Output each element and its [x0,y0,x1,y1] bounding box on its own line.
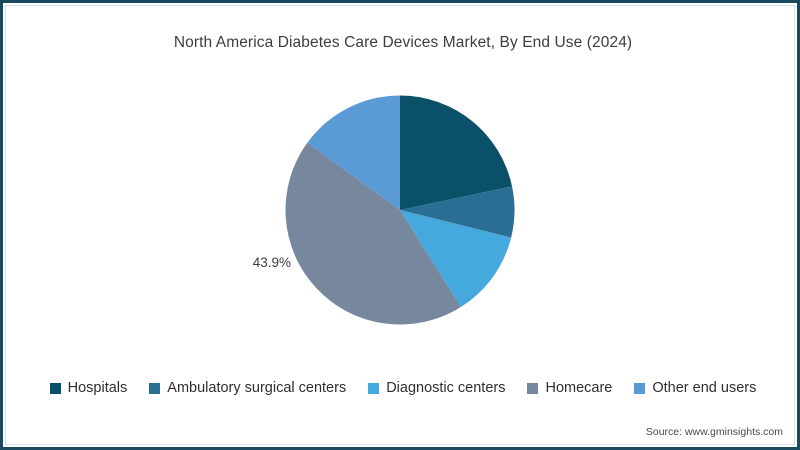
pie-chart [285,95,515,325]
pie-slice [285,142,461,325]
legend-item-label: Ambulatory surgical centers [167,380,347,396]
pie-slice [400,186,515,238]
legend-item-label: Other end users [652,380,757,396]
legend-item[interactable]: Diagnostic centers [368,381,505,396]
legend-item[interactable]: Homecare [527,381,612,396]
pie-slice [307,95,400,210]
chart-title: North America Diabetes Care Devices Mark… [173,34,633,51]
pie-slice-group [285,95,515,325]
legend-swatch-icon [149,382,161,394]
legend-swatch-icon [527,382,539,394]
pie-slice [400,95,513,210]
legend-item-label: Homecare [545,380,613,396]
legend-item[interactable]: Other end users [634,381,756,396]
homecare-percent-label: 43.9% [252,255,291,270]
pie-slice [400,210,512,307]
legend-item-label: Hospitals [67,380,128,396]
legend-swatch-icon [634,382,646,394]
legend-item[interactable]: Hospitals [49,380,128,396]
legend-swatch-icon [368,382,380,394]
legend-item-label: Diagnostic centers [386,380,506,396]
source-note: Source: www.gminsights.com [645,426,783,438]
pie-plot-area: 43.9% [3,3,797,363]
legend-swatch-icon [49,382,61,394]
chart-legend: Hospitals Ambulatory surgical centers Diag… [3,380,797,396]
legend-item[interactable]: Ambulatory surgical centers [149,381,346,396]
